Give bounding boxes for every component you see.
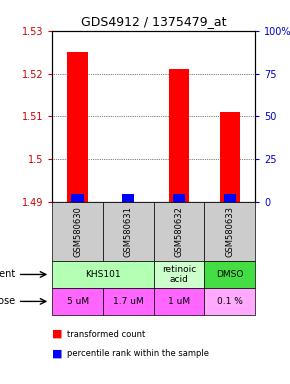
Text: GSM580632: GSM580632 <box>175 206 184 257</box>
FancyBboxPatch shape <box>103 202 154 261</box>
Text: GSM580633: GSM580633 <box>225 206 234 257</box>
Bar <box>122 194 134 202</box>
Text: 1 uM: 1 uM <box>168 297 190 306</box>
FancyBboxPatch shape <box>103 288 154 315</box>
Text: KHS101: KHS101 <box>85 270 121 279</box>
Text: 1.7 uM: 1.7 uM <box>113 297 144 306</box>
FancyBboxPatch shape <box>52 202 103 261</box>
Text: ■: ■ <box>52 348 63 358</box>
Text: ■: ■ <box>52 329 63 339</box>
FancyBboxPatch shape <box>154 288 204 315</box>
Text: DMSO: DMSO <box>216 270 244 279</box>
Text: percentile rank within the sample: percentile rank within the sample <box>67 349 209 358</box>
Text: GSM580631: GSM580631 <box>124 206 133 257</box>
FancyBboxPatch shape <box>204 261 255 288</box>
Bar <box>169 69 189 202</box>
Bar <box>71 194 84 202</box>
Text: dose: dose <box>0 296 16 306</box>
Text: agent: agent <box>0 270 16 280</box>
Text: GSM580630: GSM580630 <box>73 206 82 257</box>
Text: retinoic
acid: retinoic acid <box>162 265 196 284</box>
Text: 5 uM: 5 uM <box>66 297 89 306</box>
Bar <box>220 112 240 202</box>
Text: transformed count: transformed count <box>67 329 145 339</box>
FancyBboxPatch shape <box>154 202 204 261</box>
Bar <box>173 194 185 202</box>
FancyBboxPatch shape <box>204 288 255 315</box>
FancyBboxPatch shape <box>52 288 103 315</box>
Text: 0.1 %: 0.1 % <box>217 297 243 306</box>
FancyBboxPatch shape <box>204 202 255 261</box>
Bar <box>67 52 88 202</box>
FancyBboxPatch shape <box>154 261 204 288</box>
Title: GDS4912 / 1375479_at: GDS4912 / 1375479_at <box>81 15 226 28</box>
FancyBboxPatch shape <box>52 261 154 288</box>
Bar <box>224 194 236 202</box>
